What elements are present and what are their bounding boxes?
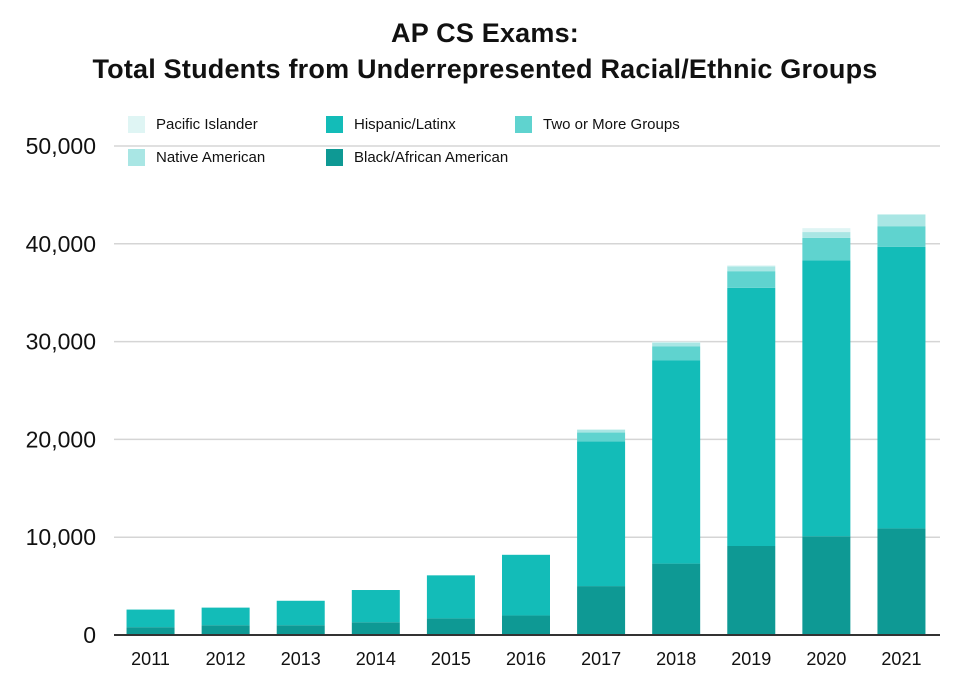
y-tick-label: 20,000	[26, 426, 96, 452]
bar-segment	[652, 346, 701, 361]
legend-item: Pacific Islander	[128, 116, 258, 133]
bar-segment	[577, 432, 626, 442]
legend-label: Pacific Islander	[156, 116, 258, 133]
bar-segment	[802, 237, 851, 261]
bar-segment	[426, 575, 475, 619]
x-tick-label: 2011	[131, 649, 170, 669]
x-tick-label: 2016	[506, 649, 546, 669]
y-tick-label: 0	[83, 622, 96, 648]
x-tick-label: 2019	[731, 649, 771, 669]
chart-title: AP CS Exams:	[391, 18, 579, 48]
legend-swatch	[326, 149, 343, 166]
legend-item: Hispanic/Latinx	[326, 116, 456, 133]
bar-segment	[577, 441, 626, 587]
legend-item: Native American	[128, 149, 265, 166]
x-tick-label: 2017	[581, 649, 621, 669]
bar-segment	[126, 627, 175, 635]
bar-segment	[276, 600, 325, 626]
legend: Pacific Islander Hispanic/Latinx Two or Mo…	[128, 116, 748, 176]
chart-subtitle: Total Students from Underrepresented Rac…	[92, 54, 878, 84]
legend-label: Black/African American	[354, 149, 509, 166]
y-tick-label: 10,000	[26, 524, 96, 550]
legend-swatch	[515, 116, 532, 133]
x-tick-label: 2013	[281, 649, 321, 669]
bar-segment	[502, 554, 550, 616]
bar-segment	[877, 226, 926, 247]
legend-swatch	[326, 116, 343, 133]
x-tick-label: 2012	[206, 649, 246, 669]
bar-segment	[727, 287, 776, 547]
x-tick-label: 2014	[356, 649, 396, 669]
bar-segment	[577, 429, 626, 433]
bar-segment	[727, 546, 776, 635]
y-tick-label: 50,000	[26, 133, 96, 159]
bar-segment	[802, 232, 851, 238]
bar-segment	[351, 622, 400, 635]
legend-label: Two or More Groups	[543, 116, 680, 133]
bar-segment	[426, 618, 475, 635]
legend-swatch	[128, 116, 145, 133]
bar-segment	[802, 260, 851, 537]
legend-label: Hispanic/Latinx	[354, 116, 456, 133]
legend-item: Black/African American	[326, 149, 508, 166]
bar-segment	[727, 271, 776, 288]
bar-segment	[351, 590, 400, 623]
legend-swatch	[128, 149, 145, 166]
bar-segment	[652, 360, 701, 564]
x-tick-label: 2018	[656, 649, 696, 669]
bar-segment	[802, 228, 851, 233]
bar-segment	[577, 586, 626, 635]
bar-segment	[727, 265, 776, 267]
bar-segment	[877, 528, 926, 635]
x-tick-label: 2021	[881, 649, 921, 669]
bar-segment	[201, 607, 250, 626]
bar-segment	[126, 609, 175, 628]
bar-segment	[276, 625, 325, 635]
bar-segment	[877, 214, 926, 227]
y-tick-label: 30,000	[26, 329, 96, 355]
legend-label: Native American	[156, 149, 266, 166]
bar-segment	[201, 625, 250, 635]
y-tick-label: 40,000	[26, 231, 96, 257]
bar-segment	[727, 266, 776, 272]
bar-segment	[877, 246, 926, 529]
legend-item: Two or More Groups	[515, 116, 680, 133]
bar-segment	[502, 615, 550, 635]
bar-segment	[652, 563, 701, 635]
bar-segment	[652, 342, 701, 347]
x-tick-label: 2015	[431, 649, 471, 669]
bar-segment	[802, 536, 851, 635]
x-tick-label: 2020	[806, 649, 846, 669]
bar-segment	[652, 341, 701, 343]
